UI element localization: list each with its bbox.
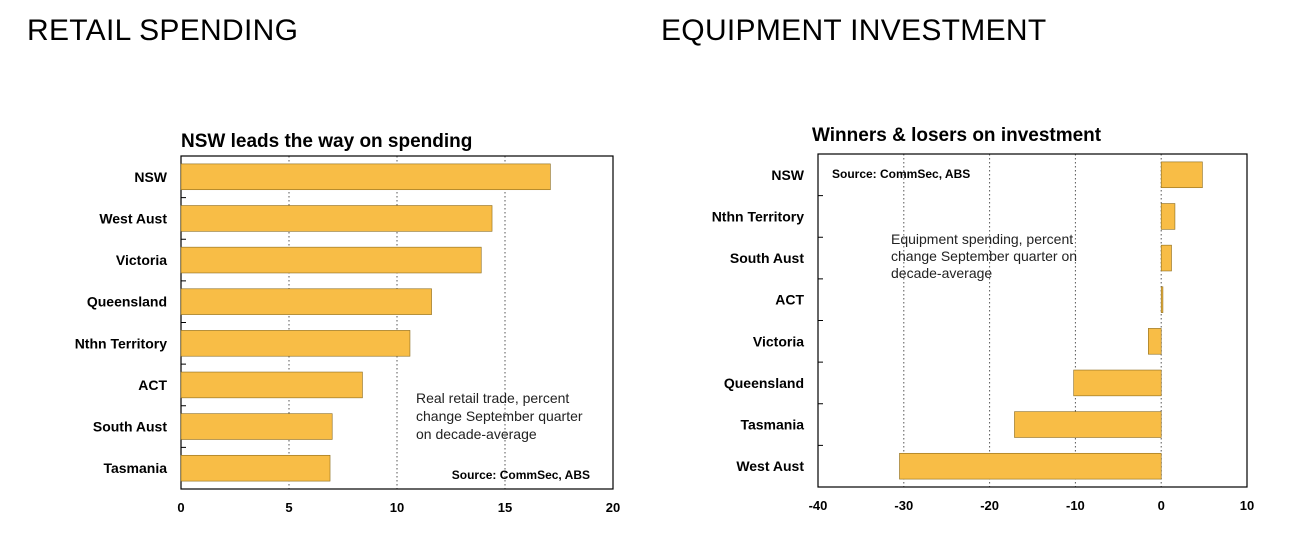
bar-tasmania [180,454,331,482]
x-tick-label: 15 [498,500,512,515]
chart-source: Source: CommSec, ABS [452,468,590,482]
category-label-west-aust: West Aust [736,458,804,474]
category-label-nthn-territory: Nthn Territory [712,208,805,224]
chart-title: Winners & losers on investment [812,125,1102,146]
bar-west-aust [180,205,493,232]
bar-south-aust [180,413,333,440]
category-label-queensland: Queensland [87,294,167,310]
x-tick-label: 10 [390,500,404,515]
x-tick-label: -40 [809,498,828,513]
chart-note-line: Equipment spending, percent [891,231,1073,247]
x-tick-label: 20 [606,500,620,515]
retail-spending-heading: RETAIL SPENDING [27,14,299,47]
chart-note-line: on decade-average [416,426,537,442]
bar-nthn-territory [1160,203,1176,230]
equipment-investment-heading: EQUIPMENT INVESTMENT [661,14,1047,47]
x-tick-label: -20 [980,498,999,513]
bar-nsw [180,163,551,191]
bar-act [180,371,363,399]
chart-note-line: change September quarter [416,408,583,424]
bar-tasmania [1014,411,1162,438]
bar-act [1160,286,1164,313]
bar-queensland [180,288,432,315]
chart-source: Source: CommSec, ABS [832,167,970,181]
category-label-nsw: NSW [134,169,167,185]
bar-victoria [1148,328,1162,355]
chart-note-line: Real retail trade, percent [416,390,569,406]
bar-south-aust [1160,244,1172,272]
bar-queensland [1073,369,1162,397]
bar-nthn-territory [180,330,411,357]
category-label-tasmania: Tasmania [740,417,804,433]
bar-nsw [1160,161,1203,189]
category-label-south-aust: South Aust [93,419,167,435]
chart-note: Equipment spending, percent change Septem… [891,231,1077,281]
x-tick-label: -10 [1066,498,1085,513]
category-label-act: ACT [775,292,804,308]
x-tick-label: -30 [894,498,913,513]
category-label-victoria: Victoria [116,252,167,268]
category-label-act: ACT [138,377,167,393]
chart-note-line: change September quarter on [891,248,1077,264]
chart-title: NSW leads the way on spending [181,131,472,152]
category-label-queensland: Queensland [724,375,804,391]
category-label-tasmania: Tasmania [103,460,167,476]
x-tick-label: 0 [177,500,184,515]
bar-west-aust [899,452,1162,480]
chart-note-line: decade-average [891,265,992,281]
x-tick-label: 0 [1158,498,1165,513]
category-label-nthn-territory: Nthn Territory [75,335,168,351]
category-label-west-aust: West Aust [99,210,167,226]
category-label-victoria: Victoria [753,333,804,349]
x-tick-label: 5 [285,500,292,515]
retail-spending-chart: NSW leads the way on spending 0 5 10 15 20 NSW… [75,131,621,515]
bar-victoria [180,246,482,274]
category-label-south-aust: South Aust [730,250,804,266]
chart-note: Real retail trade, percent change Septemb… [416,390,583,442]
category-label-nsw: NSW [771,167,804,183]
x-tick-label: 10 [1240,498,1254,513]
